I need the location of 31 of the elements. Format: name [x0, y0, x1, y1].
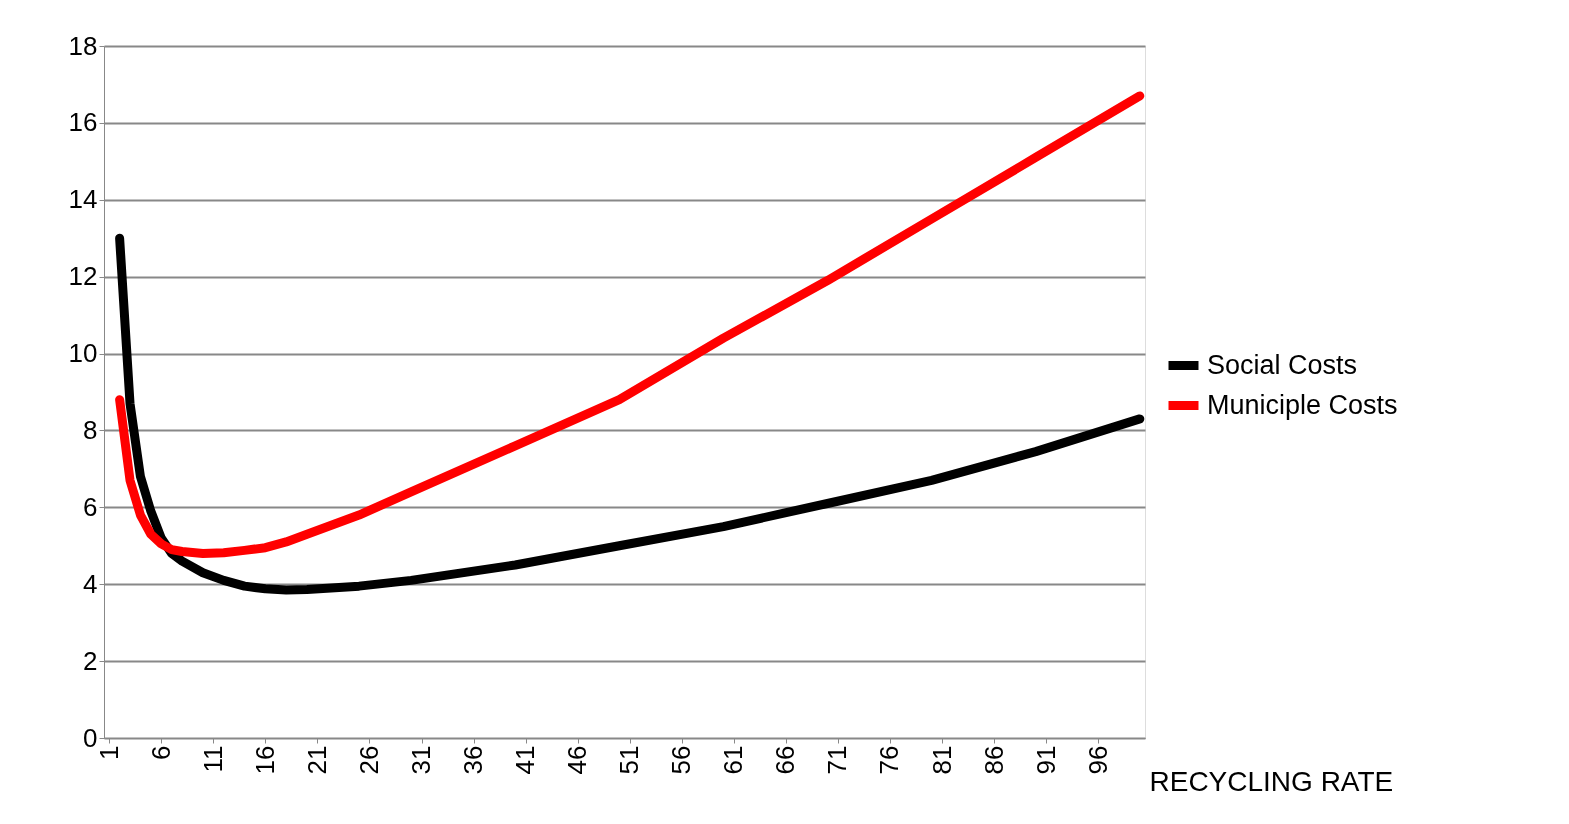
- x-tick-label: 41: [510, 745, 541, 775]
- x-tick-label: 16: [249, 745, 280, 775]
- y-tick-label: 12: [68, 261, 98, 292]
- y-tick-label: 16: [68, 107, 98, 138]
- y-tick-label: 18: [68, 30, 98, 61]
- y-tick-label: 4: [83, 568, 98, 599]
- x-tick-label: 61: [718, 745, 749, 775]
- legend-label: Municiple Costs: [1207, 389, 1398, 420]
- x-tick-label: 21: [301, 745, 332, 775]
- x-tick-label: 91: [1030, 745, 1061, 775]
- x-tick-label: 81: [926, 745, 957, 775]
- x-tick-label: 11: [197, 745, 228, 773]
- legend-label: Social Costs: [1207, 349, 1358, 380]
- y-tick-label: 8: [83, 414, 98, 445]
- x-tick-label: 46: [562, 745, 593, 775]
- x-tick-label: 31: [406, 745, 437, 775]
- x-tick-label: 56: [666, 745, 697, 775]
- y-tick-label: 2: [83, 645, 98, 676]
- x-tick-label: 71: [822, 745, 853, 775]
- x-tick-label: 51: [614, 745, 645, 775]
- x-tick-label: 76: [874, 745, 905, 775]
- x-tick-label: 26: [353, 745, 384, 775]
- x-axis-title: RECYCLING RATE: [1149, 765, 1394, 797]
- x-tick-label: 66: [770, 745, 801, 775]
- x-tick-label: 36: [458, 745, 489, 775]
- x-tick-label: 86: [978, 745, 1009, 775]
- y-tick-label: 6: [83, 491, 98, 522]
- y-tick-label: 14: [68, 184, 98, 215]
- y-tick-label: 10: [68, 338, 98, 369]
- x-tick-label: 6: [145, 745, 176, 760]
- x-tick-label: 96: [1082, 745, 1113, 775]
